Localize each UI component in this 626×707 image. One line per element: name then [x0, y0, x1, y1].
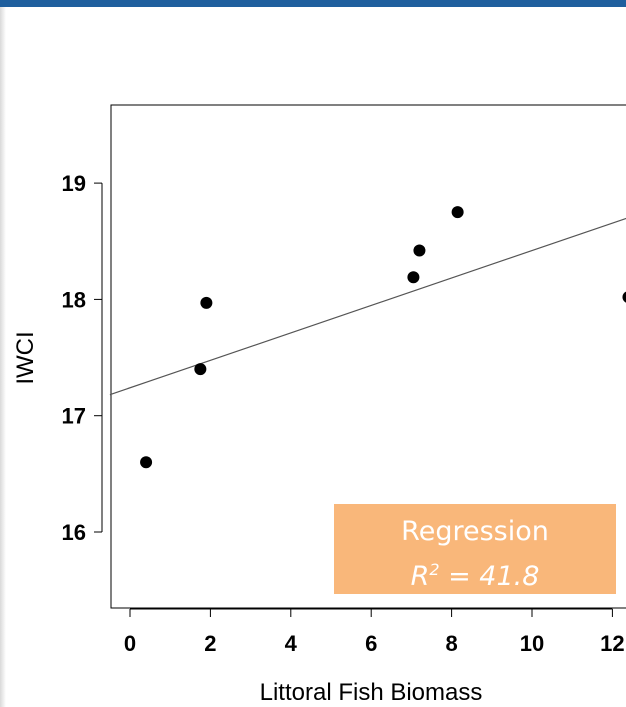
regression-title: Regression	[401, 516, 549, 547]
y-tick-label: 19	[62, 171, 86, 196]
data-point	[622, 291, 626, 303]
data-point	[194, 363, 207, 376]
x-tick-label: 8	[445, 631, 457, 656]
stat-exponent: 2	[429, 560, 440, 579]
x-tick-label: 10	[520, 631, 544, 656]
data-point	[413, 244, 426, 257]
data-point	[407, 271, 420, 284]
y-tick-label: 16	[62, 520, 86, 545]
x-tick-label: 0	[124, 631, 136, 656]
y-axis: 16 17 18 19	[62, 171, 103, 545]
regression-annotation: Regression R2 = 41.8	[334, 504, 616, 594]
plot-frame	[110, 104, 626, 609]
x-axis-title: Littoral Fish Biomass	[260, 679, 483, 706]
data-point	[200, 296, 213, 309]
x-tick-label: 4	[285, 631, 298, 656]
y-axis-title: IWCI	[12, 331, 39, 384]
y-tick-label: 17	[62, 404, 86, 429]
x-tick-label: 12	[600, 631, 624, 656]
x-axis: 0 2 4 6 8 10 12	[124, 608, 625, 656]
data-point	[140, 456, 153, 469]
stat-symbol: R	[410, 561, 430, 592]
stat-value: = 41.8	[439, 561, 540, 592]
y-tick-label: 18	[62, 287, 86, 312]
top-accent-bar	[0, 0, 626, 7]
regression-stat: R2 = 41.8	[334, 551, 616, 596]
left-edge-shade	[0, 7, 6, 707]
data-point	[451, 206, 464, 219]
data-points	[140, 206, 626, 469]
regression-line	[109, 217, 626, 396]
x-tick-label: 2	[204, 631, 216, 656]
x-tick-label: 6	[365, 631, 377, 656]
